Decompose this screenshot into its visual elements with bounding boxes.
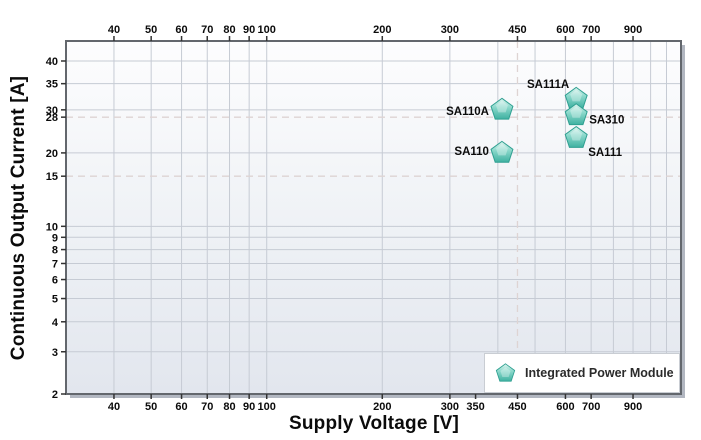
y-tick-label: 35 bbox=[46, 79, 58, 91]
y-tick-label: 40 bbox=[46, 56, 58, 68]
x-tick-top-label: 300 bbox=[441, 24, 459, 36]
data-point-marker-SA110 bbox=[490, 140, 514, 163]
data-point-highlight bbox=[570, 89, 583, 102]
x-tick-top-label: 100 bbox=[258, 24, 276, 36]
y-tick-label: 3 bbox=[52, 347, 58, 359]
x-tick-bottom-label: 40 bbox=[108, 401, 120, 413]
x-tick-top-label: 90 bbox=[243, 24, 255, 36]
x-tick-top-label: 900 bbox=[624, 24, 642, 36]
y-tick-label: 30 bbox=[46, 105, 58, 117]
data-point-label-SA110: SA110 bbox=[454, 146, 489, 158]
x-tick-bottom-label: 300 bbox=[441, 401, 459, 413]
x-tick-top-label: 70 bbox=[201, 24, 213, 36]
data-point-label-SA111A: SA111A bbox=[527, 79, 569, 91]
y-tick-label: 5 bbox=[52, 294, 58, 306]
x-tick-top-label: 450 bbox=[508, 24, 526, 36]
legend-label: Integrated Power Module bbox=[525, 366, 674, 380]
data-point-label-SA111: SA111 bbox=[588, 147, 622, 159]
plot-background bbox=[66, 41, 681, 394]
data-point-highlight bbox=[495, 144, 508, 156]
data-point-highlight bbox=[495, 100, 508, 113]
x-tick-top-label: 200 bbox=[373, 24, 391, 36]
data-point-highlight bbox=[570, 129, 583, 141]
x-tick-top-label: 60 bbox=[175, 24, 187, 36]
data-point-marker-SA111 bbox=[564, 125, 588, 148]
y-tick-label: 15 bbox=[46, 171, 58, 183]
pentagon-marker-icon bbox=[495, 363, 516, 382]
x-tick-bottom-label: 450 bbox=[508, 401, 526, 413]
x-tick-bottom-label: 200 bbox=[373, 401, 391, 413]
y-axis-title: Continuous Output Current [A] bbox=[8, 75, 29, 361]
x-tick-top-label: 50 bbox=[145, 24, 157, 36]
x-tick-bottom-label: 80 bbox=[223, 401, 235, 413]
data-point-marker-SA110A bbox=[490, 97, 514, 120]
x-tick-top-label: 600 bbox=[556, 24, 574, 36]
y-tick-label: 4 bbox=[52, 317, 59, 329]
data-point-label-SA310: SA310 bbox=[589, 114, 624, 126]
x-tick-bottom-label: 350 bbox=[466, 401, 484, 413]
y-tick-label: 9 bbox=[52, 232, 58, 244]
y-tick-label: 20 bbox=[46, 148, 58, 160]
y-tick-label: 8 bbox=[52, 245, 58, 257]
x-tick-bottom-label: 70 bbox=[201, 401, 213, 413]
x-tick-bottom-label: 50 bbox=[145, 401, 157, 413]
y-tick-label: 6 bbox=[52, 275, 58, 287]
x-tick-top-label: 700 bbox=[582, 24, 600, 36]
x-tick-bottom-label: 60 bbox=[175, 401, 187, 413]
y-tick-label: 28 bbox=[46, 112, 58, 124]
data-point-label-SA110A: SA110A bbox=[446, 106, 489, 118]
x-tick-bottom-label: 600 bbox=[556, 401, 574, 413]
x-axis-title: Supply Voltage [V] bbox=[288, 413, 460, 434]
data-point-marker-SA310 bbox=[564, 103, 588, 126]
y-tick-label: 7 bbox=[52, 258, 58, 270]
x-tick-bottom-label: 900 bbox=[624, 401, 642, 413]
x-tick-bottom-label: 100 bbox=[258, 401, 276, 413]
x-tick-bottom-label: 700 bbox=[582, 401, 600, 413]
x-tick-top-label: 80 bbox=[223, 24, 235, 36]
data-point-highlight bbox=[570, 106, 583, 118]
plot-border bbox=[65, 40, 682, 395]
x-tick-top-label: 40 bbox=[108, 24, 120, 36]
x-tick-bottom-label: 90 bbox=[243, 401, 255, 413]
y-tick-label: 10 bbox=[46, 221, 58, 233]
legend: Integrated Power Module bbox=[484, 353, 680, 393]
y-tick-label: 2 bbox=[52, 389, 58, 401]
